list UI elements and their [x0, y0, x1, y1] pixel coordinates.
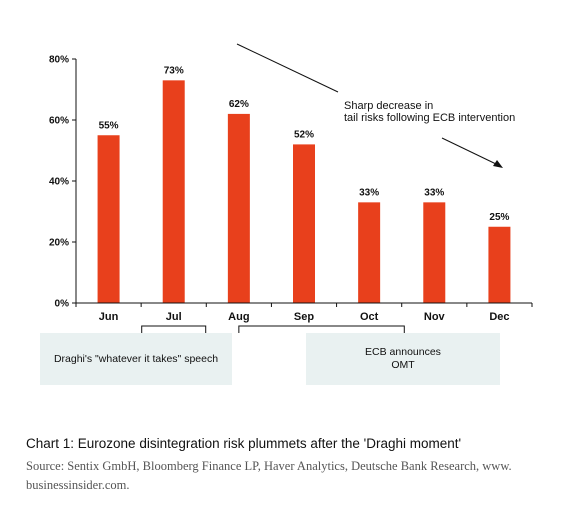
bracket-jul: [141, 325, 207, 333]
event-brackets: [141, 325, 405, 333]
bar-sep: [293, 144, 315, 303]
bar-aug: [227, 113, 250, 304]
data-label: 25%: [489, 212, 509, 223]
x-tick-label: Jun: [99, 311, 119, 323]
event-box-draghi-speech: Draghi's "whatever it takes" speech: [40, 333, 232, 385]
bar-dec: [488, 226, 511, 303]
y-axis: 0% 20% 40% 60% 80%: [49, 55, 77, 310]
data-label: 33%: [424, 187, 444, 198]
data-label: 55%: [99, 120, 119, 131]
event-box-ecb-omt: ECB announces OMT: [306, 333, 500, 385]
y-tick-label: 80%: [49, 55, 69, 66]
chart-source: Source: Sentix GmbH, Bloomberg Finance L…: [26, 459, 512, 492]
bar-jul: [162, 80, 185, 303]
y-tick-label: 60%: [49, 116, 69, 127]
bracket-aug-oct: [238, 325, 405, 333]
bar-chart: 0% 20% 40% 60% 80% 55% 73% 62% 52% 33% 33% 25% Jun…: [49, 43, 533, 333]
y-tick-label: 0%: [55, 299, 70, 310]
x-axis: Jun Jul Aug Sep Oct Nov Dec: [75, 302, 533, 323]
x-tick-label: Jul: [166, 311, 182, 323]
chart-caption: Chart 1: Eurozone disintegration risk pl…: [26, 436, 462, 451]
annotation-arrow-lower: [441, 137, 497, 165]
x-tick-label: Dec: [489, 311, 509, 323]
arrow-head-icon: [493, 160, 503, 168]
annotation-arrow-upper: [236, 43, 339, 93]
x-tick-label: Sep: [294, 311, 314, 323]
annotation: Sharp decrease in tail risks following E…: [236, 43, 515, 168]
y-tick-label: 40%: [49, 177, 69, 188]
annotation-line-1: Sharp decrease in: [344, 100, 433, 112]
bar-nov: [423, 202, 446, 303]
bar-oct: [358, 202, 381, 303]
x-tick-label: Oct: [360, 311, 379, 323]
x-tick-label: Nov: [424, 311, 446, 323]
data-label: 62%: [229, 99, 249, 110]
annotation-line-2: tail risks following ECB intervention: [344, 112, 515, 124]
bar-jun: [97, 135, 120, 303]
x-tick-label: Aug: [228, 311, 249, 323]
data-label: 73%: [164, 65, 184, 76]
data-label: 33%: [359, 187, 379, 198]
data-label: 52%: [294, 129, 314, 140]
y-tick-label: 20%: [49, 238, 69, 249]
bars: [97, 80, 511, 304]
data-labels: 55% 73% 62% 52% 33% 33% 25%: [99, 65, 510, 222]
